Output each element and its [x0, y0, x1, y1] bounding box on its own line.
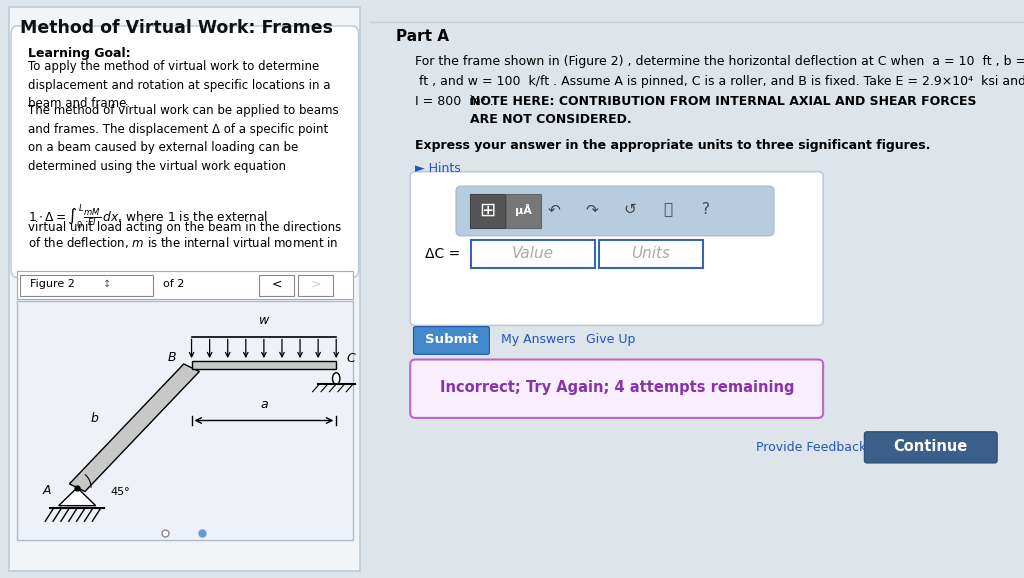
Text: Continue: Continue — [893, 439, 968, 454]
FancyBboxPatch shape — [16, 271, 353, 299]
Polygon shape — [58, 488, 95, 506]
FancyBboxPatch shape — [20, 275, 154, 296]
FancyBboxPatch shape — [11, 26, 358, 277]
Text: virtual unit load acting on the beam in the directions: virtual unit load acting on the beam in … — [28, 221, 341, 234]
Text: ↷: ↷ — [586, 202, 598, 217]
FancyBboxPatch shape — [9, 7, 360, 571]
Text: Incorrect; Try Again; 4 attempts remaining: Incorrect; Try Again; 4 attempts remaini… — [439, 380, 795, 395]
Text: Give Up: Give Up — [586, 334, 635, 346]
Text: The method of virtual work can be applied to beams
and frames. The displacement : The method of virtual work can be applie… — [28, 104, 338, 173]
Text: Value: Value — [512, 246, 554, 261]
Text: A: A — [43, 484, 51, 497]
Polygon shape — [191, 361, 336, 369]
Text: Part A: Part A — [396, 29, 449, 44]
Text: 45°: 45° — [111, 487, 130, 498]
Text: ?: ? — [702, 202, 710, 217]
Text: Submit: Submit — [425, 334, 478, 346]
FancyBboxPatch shape — [599, 240, 703, 268]
Text: For the frame shown in (Figure 2) , determine the horizontal deflection at C whe: For the frame shown in (Figure 2) , dete… — [416, 55, 1024, 68]
Text: of the deflection, $m$ is the internal virtual moment in: of the deflection, $m$ is the internal v… — [28, 235, 338, 250]
Text: ΔC =: ΔC = — [425, 247, 461, 261]
FancyBboxPatch shape — [411, 360, 823, 418]
Text: My Answers: My Answers — [501, 334, 575, 346]
Text: w: w — [259, 314, 269, 327]
FancyBboxPatch shape — [456, 186, 774, 236]
FancyBboxPatch shape — [259, 275, 294, 296]
Text: C: C — [346, 351, 355, 365]
FancyBboxPatch shape — [506, 194, 541, 228]
Text: B: B — [168, 351, 176, 364]
Text: ft , and w = 100  k/ft . Assume A is pinned, C is a roller, and B is fixed. Take: ft , and w = 100 k/ft . Assume A is pinn… — [416, 75, 1024, 88]
Circle shape — [333, 373, 340, 384]
Text: of 2: of 2 — [163, 279, 184, 290]
Text: NOTE HERE: CONTRIBUTION FROM INTERNAL AXIAL AND SHEAR FORCES
ARE NOT CONSIDERED.: NOTE HERE: CONTRIBUTION FROM INTERNAL AX… — [470, 95, 976, 127]
FancyBboxPatch shape — [411, 172, 823, 325]
Text: $1 \cdot \Delta = \int_0^L \frac{mM}{EI}\,dx$, where 1 is the external: $1 \cdot \Delta = \int_0^L \frac{mM}{EI}… — [28, 202, 268, 231]
Text: ► Hints: ► Hints — [416, 162, 461, 175]
Text: Provide Feedback: Provide Feedback — [756, 442, 866, 454]
Text: Express your answer in the appropriate units to three significant figures.: Express your answer in the appropriate u… — [416, 139, 931, 151]
FancyBboxPatch shape — [471, 240, 595, 268]
Text: Units: Units — [632, 246, 671, 261]
Text: μÅ: μÅ — [515, 204, 531, 216]
Text: Method of Virtual Work: Frames: Method of Virtual Work: Frames — [20, 19, 334, 37]
Text: <: < — [271, 278, 282, 291]
Text: Figure 2: Figure 2 — [30, 279, 75, 290]
Text: ↕: ↕ — [103, 279, 112, 290]
FancyBboxPatch shape — [298, 275, 334, 296]
Text: ⊞: ⊞ — [479, 201, 496, 219]
Text: a: a — [260, 398, 267, 411]
FancyBboxPatch shape — [470, 194, 505, 228]
Text: I = 800  in⁴ .: I = 800 in⁴ . — [416, 95, 498, 108]
Text: ⎕: ⎕ — [664, 202, 673, 217]
Text: To apply the method of virtual work to determine
displacement and rotation at sp: To apply the method of virtual work to d… — [28, 60, 330, 110]
FancyBboxPatch shape — [414, 327, 489, 354]
Text: >: > — [310, 278, 321, 291]
Text: b: b — [90, 412, 98, 425]
Text: ↶: ↶ — [548, 202, 560, 217]
FancyBboxPatch shape — [16, 301, 353, 540]
Text: Learning Goal:: Learning Goal: — [28, 47, 130, 60]
Polygon shape — [70, 364, 200, 491]
Text: ↺: ↺ — [624, 202, 637, 217]
FancyBboxPatch shape — [864, 432, 997, 463]
